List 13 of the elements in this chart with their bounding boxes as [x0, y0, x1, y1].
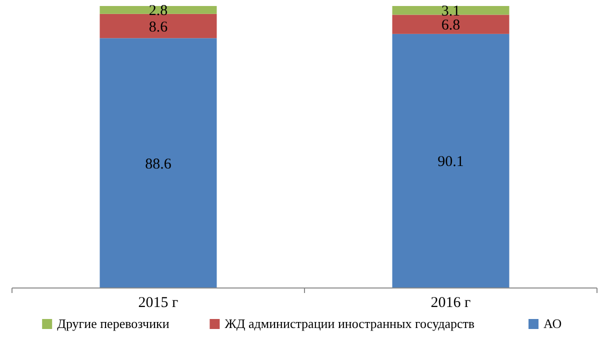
bar	[392, 14, 510, 34]
data-label: 90.1	[438, 154, 464, 170]
legend-label: ЖД администрации иностранных государств	[224, 316, 475, 331]
bar	[100, 38, 217, 288]
x-tick-label: 2016 г	[430, 295, 471, 311]
data-label: 88.6	[145, 156, 172, 172]
data-label: 8.6	[148, 19, 168, 36]
bar	[100, 14, 217, 38]
x-tick-label: 2015 г	[138, 295, 178, 311]
bar	[392, 34, 510, 288]
data-label: 6.8	[441, 18, 460, 34]
legend-label: Другие перевозчики	[57, 316, 170, 331]
legend-label: АО	[544, 316, 562, 331]
